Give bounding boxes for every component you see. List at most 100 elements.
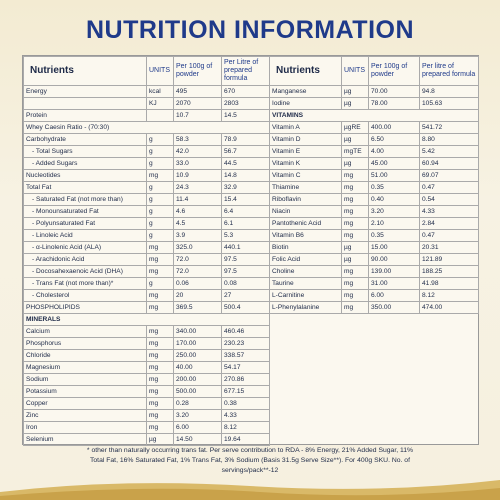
cell: mg [146,241,174,254]
cell: 78.9 [221,133,270,146]
cell: 14.8 [221,169,270,182]
cell: 338.57 [221,349,270,362]
cell: Riboflavin [269,193,342,206]
nutrient-row: KJ 2070 2803 [23,97,270,110]
cell: mg [146,361,174,374]
cell: 45.00 [368,157,420,170]
cell: mg [146,253,174,266]
cell: mg [341,193,369,206]
cell: 3.9 [173,229,222,242]
cell: µg [341,85,369,98]
nutrient-row: - Polyunsaturated Fat g 4.5 6.1 [23,217,270,230]
cell: 32.9 [221,181,270,194]
section-row: MINERALS [23,313,270,326]
cell: Thiamine [269,181,342,194]
column-header: Per 100g of powder [173,56,222,86]
cell: Chloride [23,349,147,362]
nutrient-row: Zinc mg 3.20 4.33 [23,409,270,422]
cell: 24.3 [173,181,222,194]
cell: mg [146,373,174,386]
cell: 19.64 [221,433,270,446]
cell: Copper [23,397,147,410]
empty-cell [23,97,147,110]
cell: 20.31 [419,241,479,254]
nutrient-row: Iodine µg 78.00 105.63 [269,97,479,110]
cell: kcal [146,85,174,98]
cell: 4.5 [173,217,222,230]
cell: Vitamin B6 [269,229,342,242]
cell: 11.4 [173,193,222,206]
cell: 6.50 [368,133,420,146]
cell: Pantothenic Acid [269,217,342,230]
cell: Calcium [23,325,147,338]
cell: 94.8 [419,85,479,98]
cell: g [146,193,174,206]
cell: 3.20 [173,409,222,422]
cell: 2.10 [368,217,420,230]
cell: 541.72 [419,121,479,134]
cell: 340.00 [173,325,222,338]
cell: µg [341,241,369,254]
cell: g [146,133,174,146]
cell: Potassium [23,385,147,398]
cell: 0.06 [173,277,222,290]
cell: 70.00 [368,85,420,98]
cell: 0.08 [221,277,270,290]
cell: 4.00 [368,145,420,158]
cell: Biotin [269,241,342,254]
cell: Sodium [23,373,147,386]
cell: 0.54 [419,193,479,206]
cell: 51.00 [368,169,420,182]
nutrition-box: Nutrients UNITS Per 100g of powder Per Litr… [22,55,479,446]
nutrient-row: Sodium mg 200.00 270.86 [23,373,270,386]
cell: KJ [146,97,174,110]
column-header: UNITS [146,56,174,86]
cell: µg [341,253,369,266]
cell: 495 [173,85,222,98]
column-header: Per 100g of powder [368,56,420,86]
note-cell: Whey Caesin Ratio - (70:30) [23,121,270,134]
nutrient-row: - Saturated Fat (not more than) g 11.4 15.4 [23,193,270,206]
column-header: Per litre of prepared formula [419,56,479,86]
gold-wave [0,488,500,500]
cell: Manganese [269,85,342,98]
cell: 14.5 [221,109,270,122]
nutrient-row: - Added Sugars g 33.0 44.5 [23,157,270,170]
cell: mg [146,409,174,422]
cell: 2.84 [419,217,479,230]
nutrient-row: - Monounsaturated Fat g 4.6 6.4 [23,205,270,218]
nutrient-row: Total Fat g 24.3 32.9 [23,181,270,194]
cell: 42.0 [173,145,222,158]
cell: 6.1 [221,217,270,230]
cell: 188.25 [419,265,479,278]
cell: 90.00 [368,253,420,266]
nutrient-row: Copper mg 0.28 0.38 [23,397,270,410]
decoration [0,480,500,500]
cell: - Total Sugars [23,145,147,158]
section-row: VITAMINS [269,109,479,122]
cell: PHOSPHOLIPIDS [23,301,147,314]
cell: Niacin [269,205,342,218]
cell: Vitamin A [269,121,342,134]
cell: 8.80 [419,133,479,146]
nutrient-row: PHOSPHOLIPIDS mg 369.5 500.4 [23,301,270,314]
cell: 350.00 [368,301,420,314]
header-row: Nutrients UNITS Per 100g of powder Per litr… [269,56,479,86]
cell: 0.38 [221,397,270,410]
cell: 8.12 [419,289,479,302]
cell: Vitamin E [269,145,342,158]
cell: 139.00 [368,265,420,278]
cell: 20 [173,289,222,302]
nutrient-row: - Total Sugars g 42.0 56.7 [23,145,270,158]
cell: L-Phenylalanine [269,301,342,314]
cell: 105.63 [419,97,479,110]
cell: 8.12 [221,421,270,434]
cell: - Linoleic Acid [23,229,147,242]
footnote: * other than naturally occurring trans f… [86,447,414,474]
